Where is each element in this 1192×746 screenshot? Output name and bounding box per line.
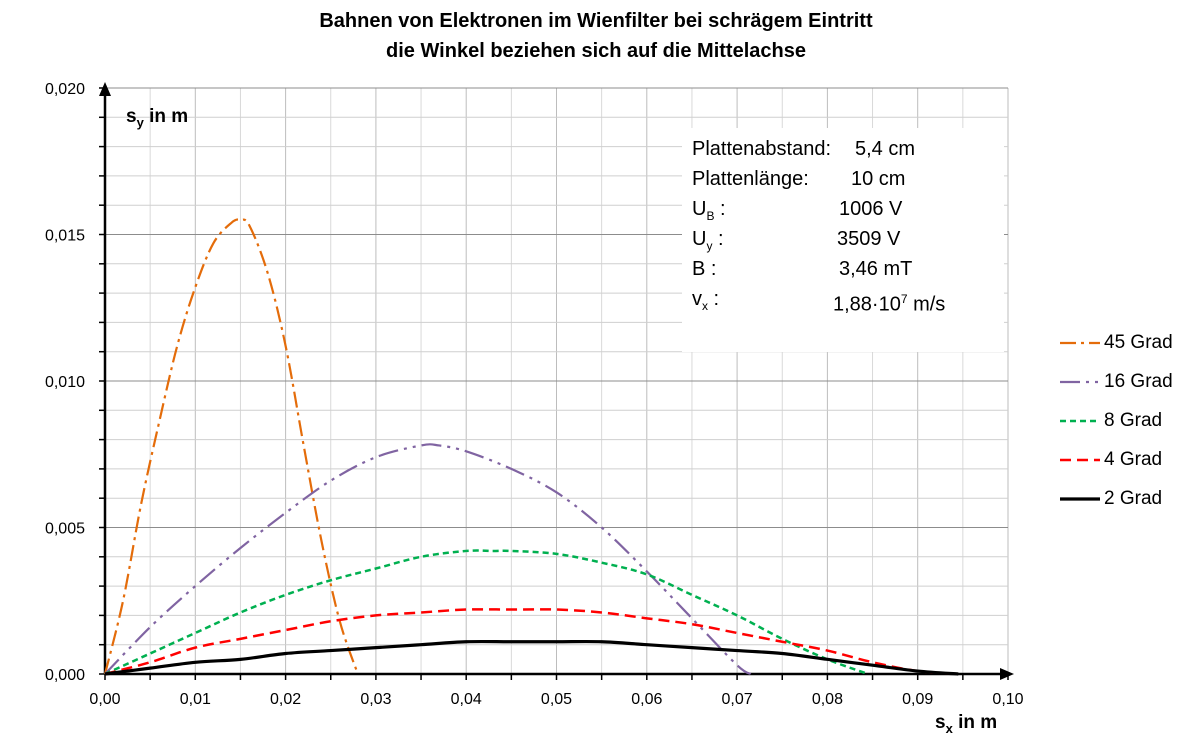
legend-label: 45 Grad <box>1104 332 1173 353</box>
grid <box>105 87 1009 674</box>
legend-label: 16 Grad <box>1104 371 1173 392</box>
legend-swatch <box>1060 380 1100 384</box>
x-tick-label: 0,04 <box>451 691 482 708</box>
legend-item-2-grad: 2 Grad <box>1058 486 1188 512</box>
x-axis-arrow <box>1000 668 1014 680</box>
axes <box>99 82 1014 680</box>
legend-swatch <box>1060 458 1100 462</box>
y-tick-label: 0,020 <box>45 81 85 98</box>
x-tick-label: 0,08 <box>812 691 843 708</box>
x-tick-label: 0,05 <box>541 691 572 708</box>
y-tick-label: 0,015 <box>45 228 85 245</box>
y-tick-label: 0,010 <box>45 374 85 391</box>
y-axis-title: sy in m <box>126 106 189 130</box>
legend-label: 4 Grad <box>1104 449 1163 470</box>
series-lines <box>103 218 959 676</box>
series-line-8-grad <box>104 549 869 676</box>
legend-label: 2 Grad <box>1104 488 1163 509</box>
legend-label: 8 Grad <box>1104 410 1163 431</box>
legend-item-45-grad: 45 Grad <box>1058 330 1188 356</box>
tick-labels: 0,00 0,01 0,02 0,03 0,04 0,05 0,06 0,07 0,08 0,09… <box>45 81 1024 708</box>
chart-title-line-2: die Winkel beziehen sich auf die Mittela… <box>386 40 806 62</box>
x-tick-label: 0,07 <box>722 691 753 708</box>
y-tick-label: 0,000 <box>45 667 85 684</box>
x-tick-label: 0,10 <box>992 691 1023 708</box>
x-tick-label: 0,09 <box>902 691 933 708</box>
x-tick-label: 0,01 <box>180 691 211 708</box>
legend-item-4-grad: 4 Grad <box>1058 447 1188 473</box>
legend-item-16-grad: 16 Grad <box>1058 369 1188 395</box>
series-line-45-grad <box>103 218 359 675</box>
x-tick-label: 0,02 <box>270 691 301 708</box>
legend-swatch <box>1060 341 1100 345</box>
series-line-4-grad <box>104 608 959 676</box>
legend-item-8-grad: 8 Grad <box>1058 408 1188 434</box>
legend-swatch <box>1060 497 1100 501</box>
x-tick-label: 0,03 <box>360 691 391 708</box>
y-tick-label: 0,005 <box>45 521 85 538</box>
x-tick-label: 0,06 <box>631 691 662 708</box>
series-line-16-grad <box>104 443 752 675</box>
parameter-info-box: Plattenabstand: 5,4 cm Plattenlänge: 10 … <box>682 128 1004 352</box>
x-tick-label: 0,00 <box>89 691 120 708</box>
legend-swatch <box>1060 419 1100 423</box>
y-axis-arrow <box>99 82 111 96</box>
chart-title-line-1: Bahnen von Elektronen im Wienfilter bei … <box>319 10 873 32</box>
x-axis-title: sx in m <box>935 712 998 736</box>
series-line-2-grad <box>104 639 959 676</box>
